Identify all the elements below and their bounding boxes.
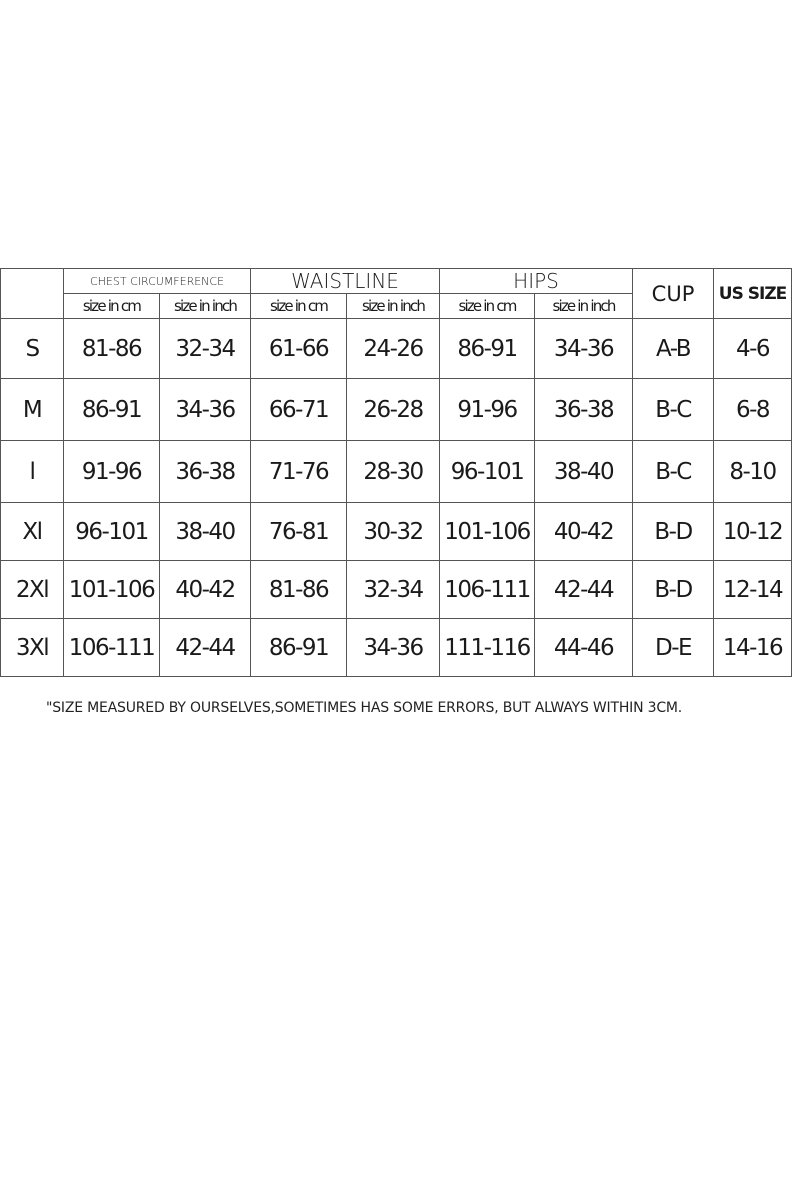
cell-waist-cm: 71-76 (250, 440, 348, 503)
cell-waist-in: 34-36 (346, 618, 441, 677)
size-chart-table: CHEST CIRCUMFERENCE WAISTLINE HIPS CUP U… (0, 268, 793, 677)
cell-cup: D-E (632, 618, 715, 677)
cell-us: 12-14 (713, 560, 793, 619)
cell-size: S (0, 318, 64, 379)
cell-chest-in: 36-38 (158, 440, 252, 503)
cell-hips-cm: 91-96 (439, 378, 536, 441)
measurement-note: "SIZE MEASURED BY OURSELVES,SOMETIMES HA… (46, 700, 683, 716)
cell-chest-cm: 91-96 (63, 440, 160, 503)
waist-header: WAISTLINE (250, 268, 441, 294)
cell-chest-cm: 96-101 (63, 502, 160, 561)
cell-hips-cm: 96-101 (439, 440, 536, 503)
corner-cell (0, 268, 64, 319)
cell-cup: B-C (632, 440, 715, 503)
cell-waist-cm: 76-81 (250, 502, 348, 561)
chest-cm-header: size in cm (63, 293, 160, 319)
cell-chest-cm: 106-111 (63, 618, 160, 677)
cell-hips-in: 36-38 (534, 378, 634, 441)
cup-header: CUP (632, 268, 715, 319)
cell-waist-in: 24-26 (346, 318, 441, 379)
cell-us: 8-10 (713, 440, 793, 503)
cell-hips-in: 40-42 (534, 502, 634, 561)
cell-chest-cm: 81-86 (63, 318, 160, 379)
cell-size: l (0, 440, 64, 503)
cell-hips-in: 34-36 (534, 318, 634, 379)
cell-waist-cm: 81-86 (250, 560, 348, 619)
hips-cm-header: size in cm (439, 293, 536, 319)
cell-waist-in: 26-28 (346, 378, 441, 441)
cell-hips-cm: 101-106 (439, 502, 536, 561)
cell-us: 10-12 (713, 502, 793, 561)
cell-size: 3Xl (0, 618, 64, 677)
cell-waist-cm: 86-91 (250, 618, 348, 677)
chest-inch-header: size in inch (158, 293, 252, 319)
cell-hips-cm: 106-111 (439, 560, 536, 619)
waist-inch-header: size in inch (346, 293, 441, 319)
cell-size: Xl (0, 502, 64, 561)
table-row: S 81-86 32-34 61-66 24-26 86-91 34-36 A-B 4-6 (0, 318, 793, 379)
cell-waist-in: 28-30 (346, 440, 441, 503)
cell-cup: A-B (632, 318, 715, 379)
cell-us: 14-16 (713, 618, 793, 677)
cell-cup: B-D (632, 560, 715, 619)
hips-inch-header: size in inch (534, 293, 634, 319)
cell-chest-in: 32-34 (158, 318, 252, 379)
cell-cup: B-C (632, 378, 715, 441)
table-row: M 86-91 34-36 66-71 26-28 91-96 36-38 B-C 6-8 (0, 378, 793, 441)
waist-cm-header: size in cm (250, 293, 348, 319)
cell-chest-in: 38-40 (158, 502, 252, 561)
hips-header: HIPS (439, 268, 634, 294)
cell-chest-in: 42-44 (158, 618, 252, 677)
cell-chest-in: 34-36 (158, 378, 252, 441)
table-row: l 91-96 36-38 71-76 28-30 96-101 38-40 B-C 8-10 (0, 440, 793, 503)
cell-hips-in: 38-40 (534, 440, 634, 503)
cell-hips-cm: 86-91 (439, 318, 536, 379)
cell-chest-in: 40-42 (158, 560, 252, 619)
cell-hips-in: 44-46 (534, 618, 634, 677)
cell-waist-cm: 61-66 (250, 318, 348, 379)
cell-hips-cm: 111-116 (439, 618, 536, 677)
cell-chest-cm: 101-106 (63, 560, 160, 619)
cell-us: 6-8 (713, 378, 793, 441)
us-size-header: US SIZE (713, 268, 793, 319)
chest-header: CHEST CIRCUMFERENCE (62, 268, 252, 294)
cell-size: M (0, 378, 64, 441)
table-row: 3Xl 106-111 42-44 86-91 34-36 111-116 44-46 D-E… (0, 618, 793, 677)
cell-waist-in: 30-32 (346, 502, 441, 561)
cell-hips-in: 42-44 (534, 560, 634, 619)
table-row: Xl 96-101 38-40 76-81 30-32 101-106 40-42 B-D 10… (0, 502, 793, 561)
cell-us: 4-6 (713, 318, 793, 379)
cell-cup: B-D (632, 502, 715, 561)
cell-chest-cm: 86-91 (63, 378, 160, 441)
cell-size: 2Xl (0, 560, 64, 619)
cell-waist-cm: 66-71 (250, 378, 348, 441)
cell-waist-in: 32-34 (346, 560, 441, 619)
table-row: 2Xl 101-106 40-42 81-86 32-34 106-111 42-44 B-D… (0, 560, 793, 619)
